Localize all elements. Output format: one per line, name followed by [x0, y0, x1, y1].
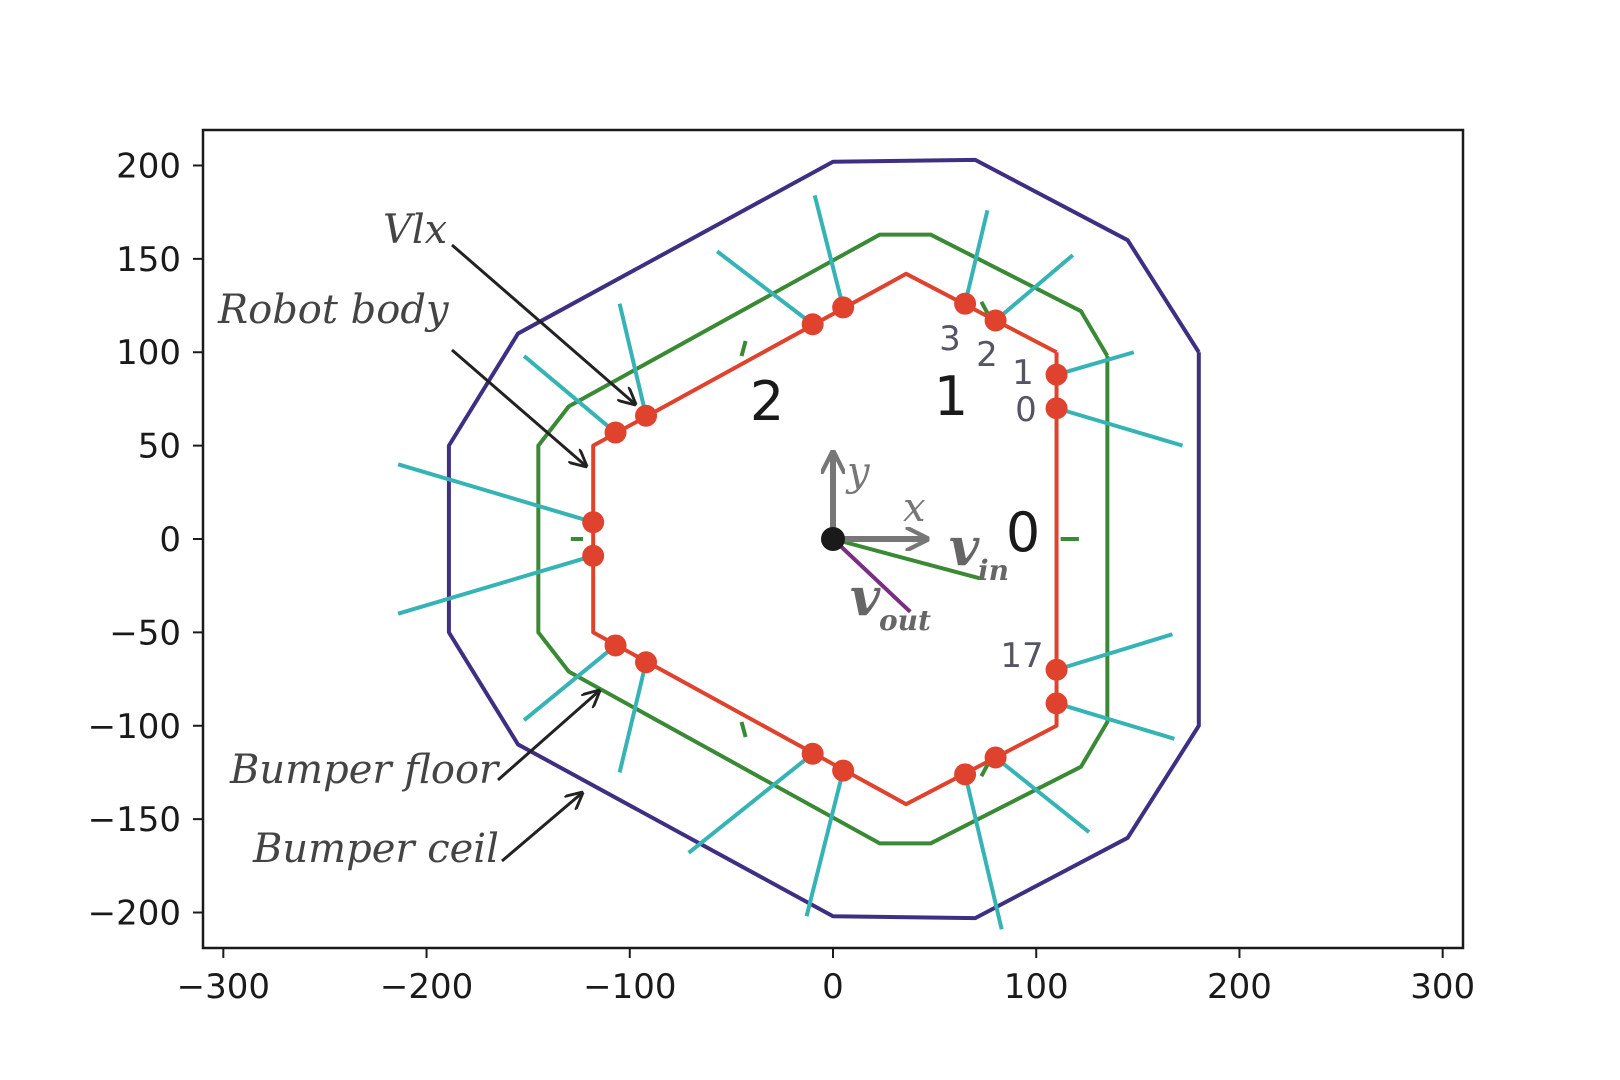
bumper-floor-arrow	[497, 691, 599, 782]
region-label-1: 1	[934, 365, 968, 428]
x-axis-label: x	[903, 485, 926, 531]
region-label-0: 0	[1006, 501, 1040, 564]
x-axis: −300 −200 −100 0 100 200 300	[177, 948, 1475, 1007]
vlx-arrow	[451, 243, 635, 404]
sensor-index-17: 17	[1000, 636, 1043, 676]
floor-ticks	[570, 300, 1079, 778]
sensor-marker	[954, 763, 977, 786]
vlx-ray	[994, 253, 1075, 323]
vlx-label: Vlx	[383, 207, 447, 253]
sensor-marker	[604, 634, 627, 657]
y-tick-label: −150	[88, 800, 181, 840]
outlines	[446, 157, 1201, 921]
sensor-marker	[604, 421, 627, 444]
y-tick-label: −50	[109, 613, 181, 653]
vlx-ray	[963, 773, 1004, 930]
x-tick-label: 300	[1410, 967, 1475, 1007]
vlx-ray	[715, 249, 814, 326]
x-tick-label: 0	[822, 967, 844, 1007]
sensor-marker	[582, 544, 605, 567]
y-tick-label: 200	[116, 146, 181, 186]
bumper-floor-label: Bumper floor	[229, 747, 501, 793]
sensor-marker	[1045, 692, 1068, 715]
vlx-ray	[1055, 406, 1184, 448]
floor-tick	[979, 300, 990, 314]
region-label-2: 2	[750, 370, 784, 433]
sensor-marker	[1045, 363, 1068, 386]
floor-tick	[739, 340, 748, 357]
origin-point	[821, 527, 845, 551]
vlx-ray	[617, 661, 648, 773]
vlx-ray	[1055, 632, 1173, 672]
vlx-ray	[804, 770, 846, 917]
vlx-ray	[397, 553, 594, 616]
sensor-marker	[582, 511, 605, 534]
sensor-index-1: 1	[1012, 353, 1034, 393]
vlx-ray	[994, 755, 1091, 834]
v-out-label: v	[850, 567, 881, 628]
bumper-floor-outline	[536, 232, 1110, 846]
x-tick-label: −300	[177, 967, 270, 1007]
y-tick-label: 150	[116, 240, 181, 280]
x-tick-label: −100	[583, 967, 676, 1007]
vlx-ray	[1055, 350, 1135, 377]
robot-body-label: Robot body	[217, 287, 450, 333]
bumper-ceil-label: Bumper ceil	[252, 826, 499, 872]
v-out-subscript: out	[879, 604, 931, 637]
y-tick-label: 50	[138, 427, 181, 467]
sensor-marker	[984, 309, 1007, 332]
sensor-index-3: 3	[939, 319, 961, 359]
sensor-marker	[954, 292, 977, 315]
vlx-ray	[963, 209, 990, 305]
vlx-ray	[397, 462, 594, 525]
robot-body-arrow	[451, 348, 586, 466]
sensor-index-2: 2	[976, 335, 998, 375]
sensor-index-0: 0	[1015, 390, 1037, 430]
y-axis-label: y	[845, 449, 871, 495]
vlx-ray	[522, 643, 617, 722]
sensor-markers	[582, 292, 1068, 786]
y-tick-label: −100	[88, 707, 181, 747]
v-in-subscript: in	[978, 554, 1009, 587]
y-tick-label: 100	[116, 333, 181, 373]
sensor-marker	[801, 742, 824, 765]
sensor-marker	[635, 404, 658, 427]
v-in-vector	[832, 537, 980, 581]
sensor-marker	[984, 746, 1007, 769]
robot-body-outline	[591, 271, 1059, 807]
v-out-vector	[831, 537, 912, 614]
vlx-ray	[522, 354, 617, 435]
sensor-marker	[1045, 397, 1068, 420]
sensor-marker	[832, 759, 855, 782]
vlx-ray	[1055, 701, 1175, 741]
sensor-marker	[1045, 658, 1068, 681]
sensor-marker	[832, 296, 855, 319]
annotation-arrows	[451, 243, 635, 863]
vlx-ray	[687, 752, 814, 855]
x-tick-label: −200	[380, 967, 473, 1007]
y-axis: 200 150 100 50 0 −50 −100 −150 −200	[88, 146, 203, 934]
vlx-ray	[617, 303, 648, 417]
bumper-ceil-arrow	[501, 793, 582, 863]
floor-tick	[739, 721, 748, 738]
sensor-marker	[635, 651, 658, 674]
x-tick-label: 100	[1004, 967, 1069, 1007]
vlx-ray	[812, 194, 846, 308]
bumper-ceil-outline	[446, 157, 1201, 921]
v-in-label: v	[949, 517, 980, 578]
y-tick-label: 0	[159, 520, 181, 560]
x-tick-label: 200	[1207, 967, 1272, 1007]
y-tick-label: −200	[88, 894, 181, 934]
vlx-rays	[397, 194, 1184, 930]
vectors	[821, 455, 980, 614]
floor-tick	[979, 764, 990, 778]
sensor-marker	[801, 313, 824, 336]
